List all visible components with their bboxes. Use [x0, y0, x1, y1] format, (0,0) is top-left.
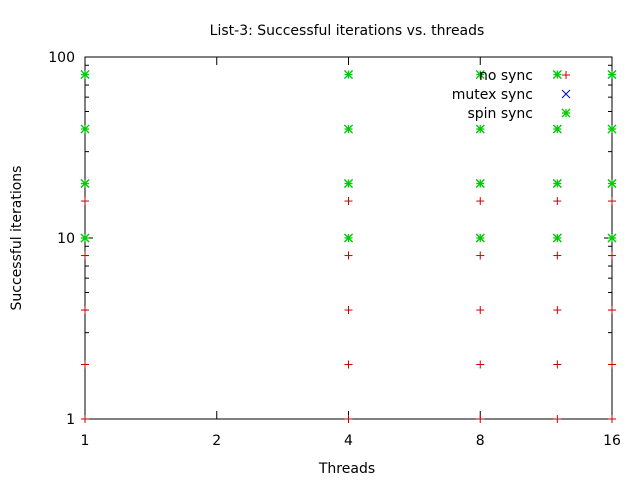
legend-label-mutex-sync: mutex sync — [452, 87, 533, 103]
y-tick-label: 10 — [57, 231, 75, 247]
no-sync-point — [608, 360, 616, 369]
spin-sync-point — [607, 124, 617, 134]
x-tick-label: 1 — [81, 433, 90, 449]
no-sync-point — [476, 197, 485, 206]
spin-sync-point — [607, 233, 617, 243]
no-sync-point — [553, 251, 562, 260]
no-sync-point — [81, 415, 89, 423]
legend-marker-no-sync — [562, 71, 570, 79]
legend-label-spin-sync: spin sync — [467, 106, 533, 122]
spin-sync-point — [344, 124, 353, 134]
legend-marker-mutex-sync — [561, 89, 571, 99]
no-sync-point — [608, 415, 616, 423]
spin-sync-point — [475, 124, 485, 134]
spin-sync-point — [80, 179, 90, 188]
no-sync-point — [344, 251, 353, 260]
no-sync-point — [608, 251, 616, 260]
spin-sync-point — [475, 179, 485, 188]
x-tick-label: 2 — [212, 433, 221, 449]
no-sync-point — [81, 197, 89, 206]
no-sync-point — [553, 306, 562, 315]
data-points — [80, 70, 617, 423]
spin-sync-point — [552, 233, 562, 243]
x-tick-label: 8 — [476, 433, 485, 449]
spin-sync-point — [475, 233, 485, 243]
spin-sync-point — [607, 179, 617, 188]
spin-sync-point — [80, 124, 90, 134]
x-axis-label: Threads — [318, 461, 375, 477]
no-sync-point — [81, 306, 89, 315]
no-sync-point — [81, 360, 89, 369]
spin-sync-point — [607, 70, 617, 80]
no-sync-point — [476, 251, 485, 260]
no-sync-point — [81, 251, 89, 260]
chart-title: List-3: Successful iterations vs. thread… — [210, 23, 485, 39]
no-sync-point — [476, 306, 485, 315]
spin-sync-point — [552, 124, 562, 134]
no-sync-point — [344, 197, 353, 206]
no-sync-point — [344, 415, 353, 423]
x-tick-label: 4 — [344, 433, 353, 449]
no-sync-point — [553, 415, 562, 423]
no-sync-point — [344, 360, 353, 369]
spin-sync-point — [80, 70, 90, 80]
y-tick-label: 1 — [66, 412, 75, 428]
no-sync-point — [608, 197, 616, 206]
spin-sync-point — [344, 70, 353, 80]
spin-sync-point — [344, 179, 353, 188]
no-sync-point — [344, 306, 353, 315]
no-sync-point — [608, 306, 616, 315]
legend: no sync mutex sync spin sync — [452, 68, 571, 122]
spin-sync-point — [552, 70, 562, 80]
no-sync-point — [553, 360, 562, 369]
no-sync-point — [553, 197, 562, 206]
no-sync-point — [476, 415, 485, 423]
spin-sync-point — [344, 233, 353, 243]
y-axis-label: Successful iterations — [9, 166, 25, 311]
legend-marker-spin-sync — [561, 108, 571, 118]
legend-label-no-sync: no sync — [479, 68, 533, 84]
spin-sync-point — [552, 179, 562, 188]
spin-sync-point — [475, 70, 485, 80]
no-sync-point — [476, 360, 485, 369]
spin-sync-point — [80, 233, 90, 243]
x-tick-label: 16 — [603, 433, 621, 449]
y-tick-label: 100 — [48, 50, 75, 66]
axes: 1 2 4 8 16 1 10 100 — [48, 50, 621, 449]
